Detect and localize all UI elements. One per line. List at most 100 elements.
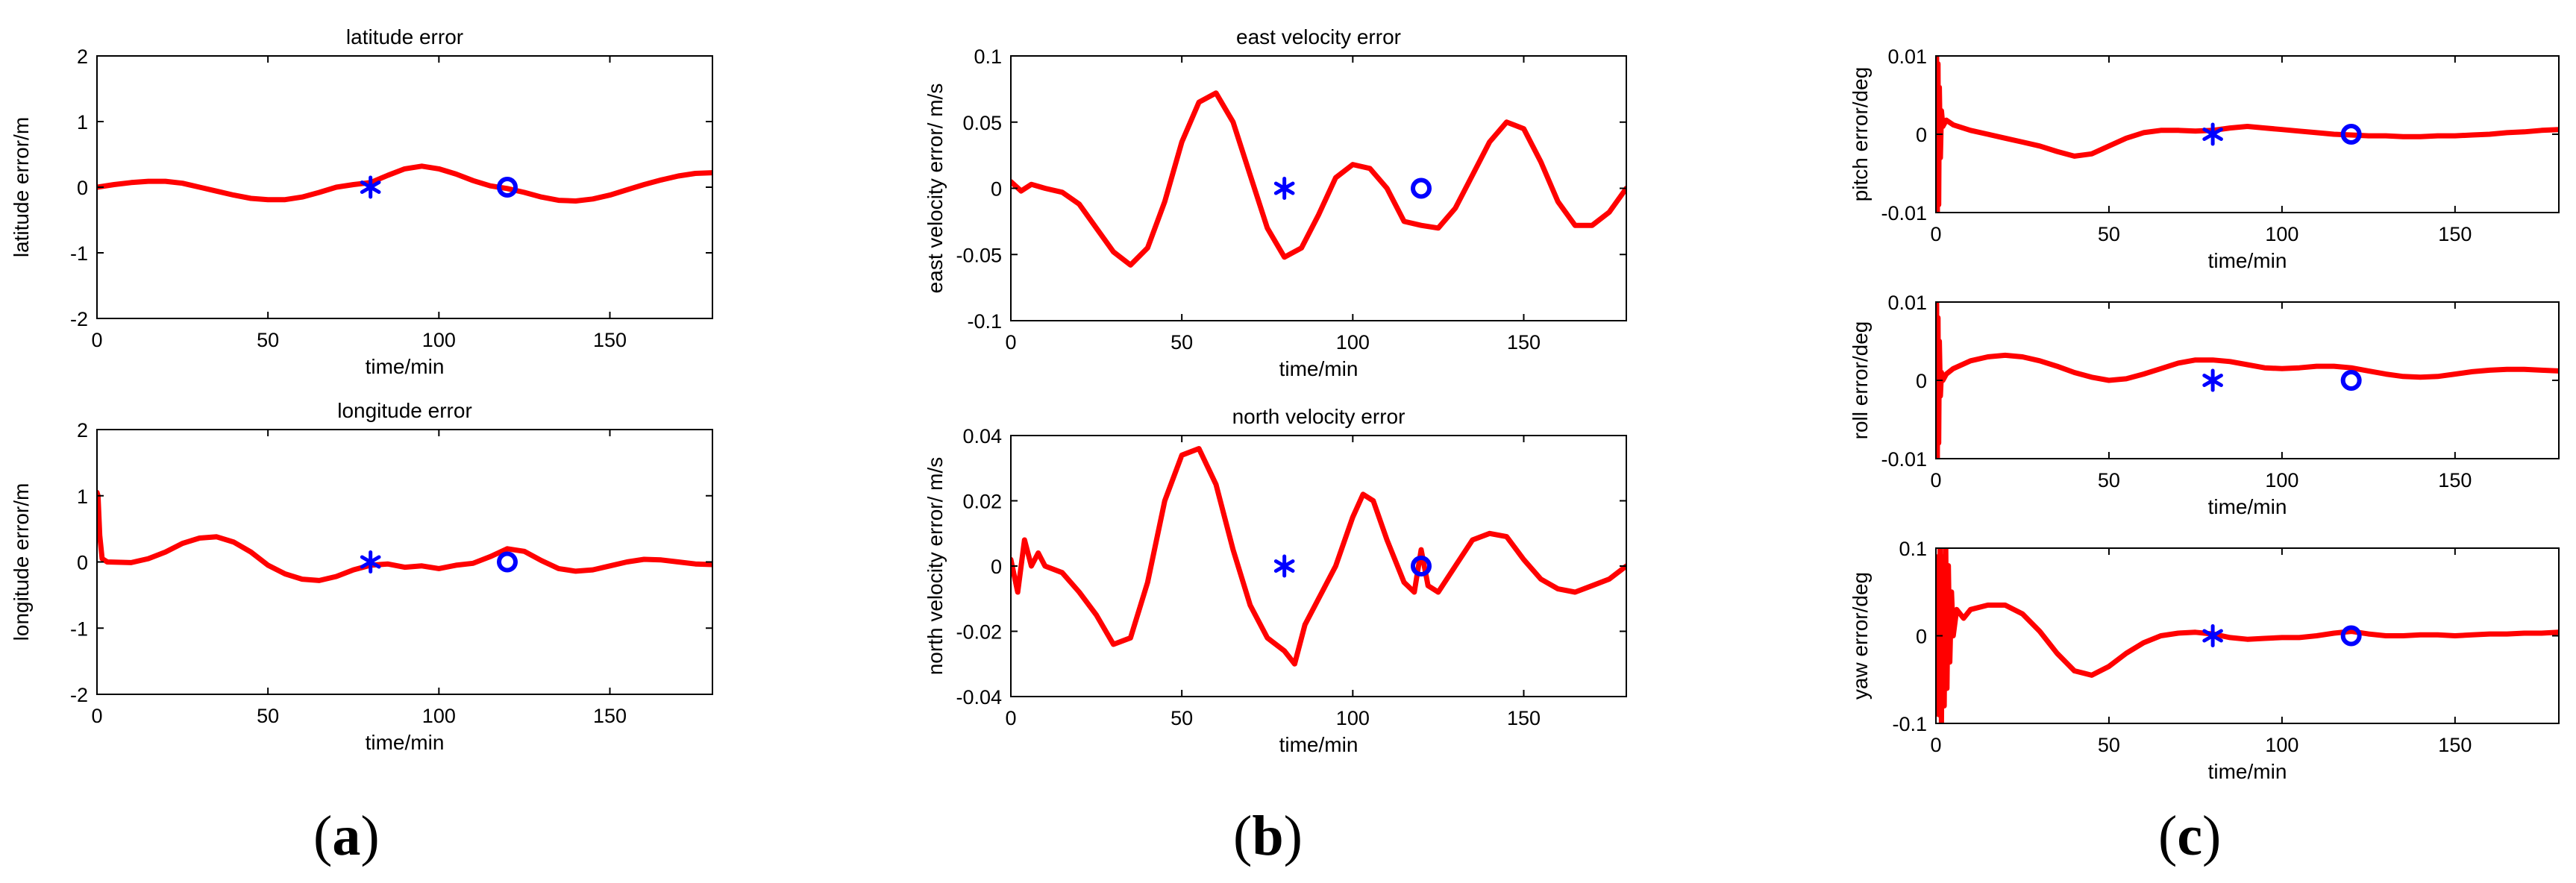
circle-marker: [497, 551, 518, 573]
x-tick-label: 100: [422, 705, 456, 727]
y-tick-label: -0.04: [956, 686, 1002, 708]
panel-label-c: (c): [2158, 805, 2222, 867]
x-tick-label: 150: [2438, 469, 2472, 491]
x-tick-label: 150: [593, 705, 627, 727]
north-velocity-error-line: [1011, 446, 1626, 667]
chart-title: latitude error: [346, 25, 463, 48]
x-tick-label: 50: [2098, 469, 2120, 491]
x-tick-label: 50: [257, 329, 279, 351]
x-tick-label: 0: [1930, 223, 1941, 245]
chart-east-velocity-error: 0 50 100 150 -0.1 -0.05 0 0.05 0.1 time/min east v…: [924, 25, 1627, 380]
y-tick-label: 0: [77, 177, 88, 199]
longitude-error-line: [97, 489, 712, 583]
y-axis-label: longitude error/m: [10, 483, 33, 641]
y-tick-label: 0: [991, 556, 1002, 578]
x-tick-label: 0: [91, 329, 102, 351]
x-axis-label: time/min: [1279, 733, 1358, 756]
chart-title: east velocity error: [1236, 25, 1401, 48]
axes-box: [1935, 301, 2560, 459]
x-tick-label: 0: [1005, 707, 1016, 729]
y-tick-label: 0.05: [962, 112, 1002, 134]
y-axis-label: north velocity error/ m/s: [924, 457, 947, 676]
chart-title: north velocity error: [1232, 405, 1405, 428]
x-tick-label: 100: [422, 329, 456, 351]
circle-marker: [2340, 625, 2362, 647]
y-tick-label: 0.1: [1899, 538, 1927, 560]
x-tick-label: 100: [2265, 469, 2298, 491]
y-tick-label: -1: [70, 242, 88, 265]
x-tick-label: 150: [1507, 707, 1541, 729]
asterisk-marker: [1273, 177, 1295, 200]
y-tick-label: 2: [77, 45, 88, 68]
y-axis-label: latitude error/m: [10, 117, 33, 257]
circle-marker: [1411, 177, 1432, 199]
y-tick-label: -2: [70, 308, 88, 330]
asterisk-marker: [2202, 624, 2223, 647]
x-tick-label: 0: [1930, 469, 1941, 491]
panel-label-a: (a): [313, 805, 380, 867]
x-tick-label: 100: [2265, 734, 2298, 756]
east-velocity-error-line: [1011, 90, 1626, 268]
y-tick-label: 0.1: [974, 45, 1002, 68]
y-tick-label: -0.1: [1892, 713, 1927, 735]
x-axis-label: time/min: [1279, 357, 1358, 380]
y-tick-label: 0.04: [962, 425, 1002, 447]
y-axis-label: east velocity error/ m/s: [924, 84, 947, 294]
x-tick-label: 150: [2438, 223, 2472, 245]
y-tick-label: 2: [77, 419, 88, 441]
y-tick-label: -2: [70, 684, 88, 706]
y-tick-label: -0.1: [967, 310, 1002, 333]
y-tick-label: 0: [1916, 370, 1927, 392]
x-tick-label: 50: [257, 705, 279, 727]
x-tick-label: 150: [2438, 734, 2472, 756]
x-tick-label: 100: [1336, 707, 1370, 729]
x-axis-label: time/min: [366, 355, 445, 378]
x-tick-label: 0: [1930, 734, 1941, 756]
circle-marker: [497, 177, 518, 198]
y-tick-label: 0: [77, 552, 88, 574]
x-axis-label: time/min: [2208, 760, 2287, 783]
y-tick-label: 0: [1916, 124, 1927, 146]
x-tick-label: 50: [1171, 331, 1193, 353]
y-tick-label: 0: [991, 178, 1002, 201]
x-axis-label: time/min: [2208, 249, 2287, 272]
x-axis-label: time/min: [366, 731, 445, 754]
circle-marker: [2340, 370, 2362, 391]
y-tick-label: 0.01: [1887, 292, 1927, 314]
x-tick-label: 150: [1507, 331, 1541, 353]
y-tick-label: -1: [70, 618, 88, 640]
axes-box: [1010, 55, 1627, 321]
x-tick-label: 0: [91, 705, 102, 727]
y-tick-label: -0.01: [1881, 202, 1927, 224]
x-axis-label: time/min: [2208, 495, 2287, 518]
asterisk-marker: [360, 550, 381, 574]
axes-box: [1010, 435, 1627, 697]
y-axis-label: pitch error/deg: [1849, 67, 1872, 202]
y-axis-label: yaw error/deg: [1849, 572, 1872, 700]
pitch-error-line: [1936, 56, 2559, 213]
x-tick-label: 50: [2098, 734, 2120, 756]
roll-error-line: [1936, 302, 2559, 459]
circle-marker: [2340, 124, 2362, 145]
x-tick-label: 100: [1336, 331, 1370, 353]
x-tick-label: 150: [593, 329, 627, 351]
y-tick-label: 0.02: [962, 491, 1002, 513]
yaw-error-line: [1936, 548, 2559, 723]
x-tick-label: 50: [2098, 223, 2120, 245]
y-axis-label: roll error/deg: [1849, 321, 1872, 440]
x-tick-label: 0: [1005, 331, 1016, 353]
latitude-error-line: [97, 163, 712, 204]
y-tick-label: 1: [77, 486, 88, 508]
asterisk-marker: [2202, 368, 2223, 392]
chart-longitude-error: 0 50 100 150 -2 -1 0 1 2 time/min longitude error/…: [10, 399, 713, 754]
y-tick-label: -0.05: [956, 244, 1002, 266]
chart-north-velocity-error: 0 50 100 150 -0.04 -0.02 0 0.02 0.04 time/min nort…: [924, 405, 1627, 756]
y-tick-label: 0: [1916, 626, 1927, 648]
y-tick-label: 0.01: [1887, 45, 1927, 68]
y-tick-label: -0.02: [956, 621, 1002, 644]
panel-label-b: (b): [1233, 805, 1303, 867]
